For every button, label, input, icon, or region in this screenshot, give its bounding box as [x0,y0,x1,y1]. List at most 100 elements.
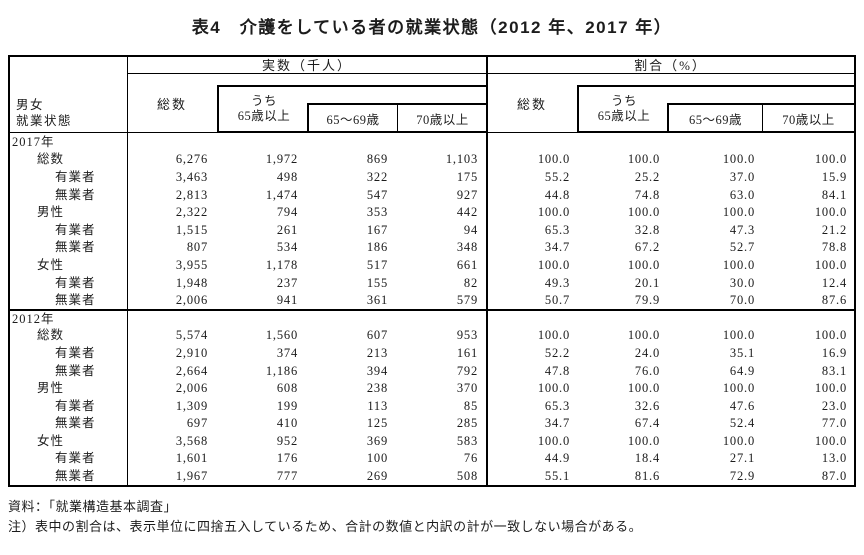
cell-percent-65over: 67.4 [634,416,660,431]
cell-percent-70over: 100.0 [814,257,847,272]
cell-actual-65-69: 100 [366,451,388,466]
group-header-actual-numbers: 実数（千人） [127,57,487,74]
table-row: 女性 3,955 1,178 517 661 100.0 100.0 100.0… [10,256,854,274]
cell-percent-70over: 15.9 [821,169,847,184]
row-label: 有業者 [55,345,96,360]
cell-percent-65-69: 52.7 [729,240,755,255]
row-label: 無業者 [55,293,96,308]
table-row: 女性 3,568 952 369 583 100.0 100.0 100.0 1… [10,432,854,450]
cell-actual-70over: 1,103 [445,152,478,167]
col-header-65over-label: うち 65歳以上 [579,87,669,131]
cell-percent-70over: 84.1 [821,187,847,202]
col-header-total-actual: 総数 [156,97,187,112]
cell-percent-total: 100.0 [537,152,570,167]
cell-percent-70over: 23.0 [821,398,847,413]
table-row: 総数 5,574 1,560 607 953 100.0 100.0 100.0… [10,327,854,345]
rounding-note: 注）表中の割合は、表示単位に四捨五入しているため、合計の数値と内訳の計が一致しな… [8,518,643,534]
cell-actual-65-69: 186 [366,240,388,255]
cell-actual-65over: 1,474 [265,187,298,202]
cell-percent-65over: 32.8 [634,222,660,237]
cell-actual-65over: 261 [276,222,298,237]
row-label: 2017年 [12,134,55,149]
cell-percent-65-69: 70.0 [729,293,755,308]
cell-percent-total: 50.7 [544,293,570,308]
cell-percent-70over: 78.8 [821,240,847,255]
cell-percent-total: 34.7 [544,240,570,255]
cell-actual-65-69: 361 [366,293,388,308]
cell-percent-70over: 12.4 [821,275,847,290]
cell-actual-65-69: 869 [366,152,388,167]
cell-actual-65over: 952 [276,433,298,448]
cell-actual-65-69: 517 [366,257,388,272]
table-row: 有業者 1,948 237 155 82 49.3 20.1 30.0 12.4 [10,274,854,292]
table-header: 男女 就業状態 実数（千人） 割合（%） 総数 うち 65歳以上 65～69歳 … [10,57,854,133]
cell-percent-70over: 16.9 [821,345,847,360]
cell-actual-70over: 579 [456,293,478,308]
cell-percent-65-69: 100.0 [722,152,755,167]
stub-header-cell: 男女 就業状態 [16,98,72,129]
table-row: 無業者 2,813 1,474 547 927 44.8 74.8 63.0 8… [10,186,854,204]
cell-percent-total: 65.3 [544,398,570,413]
cell-percent-65over: 100.0 [627,328,660,343]
statistics-table: 男女 就業状態 実数（千人） 割合（%） 総数 うち 65歳以上 65～69歳 … [8,55,856,487]
cell-actual-70over: 94 [463,222,478,237]
footnotes: 資料：「就業構造基本調査」 注）表中の割合は、表示単位に四捨五入しているため、合… [8,497,642,536]
cell-actual-total: 1,601 [175,451,208,466]
cell-actual-70over: 661 [456,257,478,272]
cell-percent-65over: 100.0 [627,381,660,396]
cell-percent-65-69: 100.0 [722,257,755,272]
cell-percent-65-69: 30.0 [729,275,755,290]
cell-percent-65-69: 100.0 [722,433,755,448]
cell-percent-70over: 100.0 [814,328,847,343]
cell-actual-70over: 953 [456,328,478,343]
cell-percent-65over: 20.1 [634,275,660,290]
cell-percent-65over: 79.9 [634,293,660,308]
row-label: 女性 [37,257,65,272]
cell-percent-65-69: 100.0 [722,381,755,396]
cell-percent-70over: 87.0 [821,469,847,484]
table-row: 有業者 2,910 374 213 161 52.2 24.0 35.1 16.… [10,344,854,362]
cell-actual-total: 1,309 [175,398,208,413]
cell-actual-70over: 161 [456,345,478,360]
col-header-65-69-percent: 65～69歳 [669,105,763,131]
cell-actual-65-69: 125 [366,416,388,431]
row-label: 男性 [37,205,65,220]
cell-actual-total: 2,322 [175,205,208,220]
stub-header-line2: 就業状態 [16,113,73,128]
cell-actual-70over: 370 [456,381,478,396]
cell-actual-total: 697 [186,416,208,431]
row-label: 総数 [37,328,65,343]
cell-percent-65-69: 35.1 [729,345,755,360]
row-label: 無業者 [55,363,96,378]
table-row: 総数 6,276 1,972 869 1,103 100.0 100.0 100… [10,151,854,169]
cell-actual-total: 1,948 [175,275,208,290]
row-label: 女性 [37,433,65,448]
table-row: 有業者 1,601 176 100 76 44.9 18.4 27.1 13.0 [10,450,854,468]
table-row: 男性 2,322 794 353 442 100.0 100.0 100.0 1… [10,203,854,221]
cell-percent-70over: 100.0 [814,205,847,220]
table-body: 2017年 総数 6,276 1,972 869 1,103 100.0 100… [10,133,854,485]
cell-actual-70over: 348 [456,240,478,255]
cell-actual-65over: 237 [276,275,298,290]
cell-actual-65-69: 607 [366,328,388,343]
cell-percent-65-69: 47.3 [729,222,755,237]
cell-percent-total: 44.9 [544,451,570,466]
cell-percent-total: 100.0 [537,328,570,343]
cell-actual-total: 1,967 [175,469,208,484]
cell-actual-70over: 583 [456,433,478,448]
row-label: 男性 [37,381,65,396]
cell-actual-65-69: 369 [366,433,388,448]
cell-actual-total: 2,813 [175,187,208,202]
row-label: 無業者 [55,416,96,431]
cell-percent-70over: 100.0 [814,152,847,167]
cell-percent-total: 100.0 [537,381,570,396]
cell-actual-70over: 82 [463,275,478,290]
cell-percent-total: 100.0 [537,257,570,272]
cell-percent-70over: 100.0 [814,433,847,448]
table-row: 無業者 2,006 941 361 579 50.7 79.9 70.0 87.… [10,291,854,309]
cell-percent-65over: 74.8 [634,187,660,202]
cell-actual-65over: 1,178 [265,257,298,272]
cell-actual-total: 6,276 [175,152,208,167]
cell-actual-total: 2,006 [175,293,208,308]
